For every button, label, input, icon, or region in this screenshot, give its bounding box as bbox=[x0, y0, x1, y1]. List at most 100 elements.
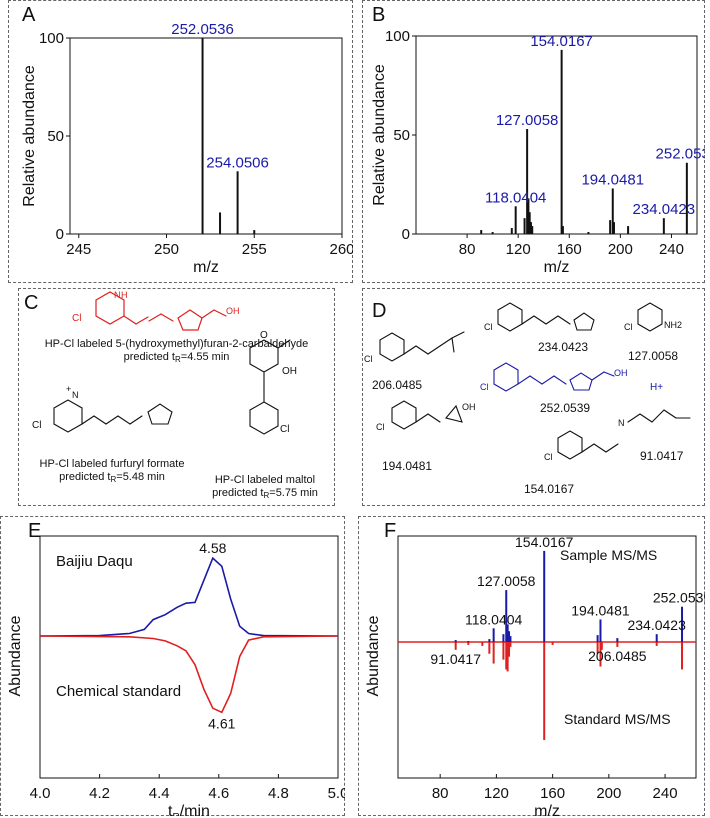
x-tick-label: 260 bbox=[329, 241, 353, 258]
x-tick-label: 245 bbox=[66, 241, 91, 258]
x-tick-label: 120 bbox=[484, 785, 509, 802]
y-tick-label: 50 bbox=[393, 127, 410, 144]
peak-label: 91.0417 bbox=[430, 651, 481, 667]
peak-label: 127.0058 bbox=[496, 112, 559, 129]
x-tick-label: 120 bbox=[506, 241, 531, 258]
panel-b-label: B bbox=[372, 4, 386, 26]
x-axis-label: tR/min bbox=[168, 803, 210, 816]
c-time-2: predicted tR=5.48 min bbox=[24, 471, 200, 486]
plot-frame bbox=[397, 535, 697, 779]
structure-furfuryl-formate bbox=[53, 399, 173, 433]
panel-e-frame bbox=[0, 516, 345, 816]
series-line-baijiu-daqu bbox=[39, 556, 339, 637]
legend-standard: Standard MS/MS bbox=[564, 711, 671, 727]
y-tick-label: 100 bbox=[39, 30, 64, 47]
x-tick-label: 80 bbox=[432, 785, 449, 802]
peak-label: 4.61 bbox=[208, 715, 235, 731]
peak-label: 252.0536 bbox=[171, 21, 234, 38]
fragment-252 bbox=[493, 362, 615, 392]
c-time-3-val: =5.75 min bbox=[269, 487, 318, 499]
y-tick-label: 0 bbox=[56, 226, 64, 243]
d-cl-1: Cl bbox=[364, 354, 373, 364]
d-cl-4: Cl bbox=[480, 382, 489, 392]
c-time-3-sub: R bbox=[263, 491, 270, 500]
c-atom-cl-1: Cl bbox=[72, 313, 81, 324]
plot-frame bbox=[39, 535, 339, 779]
y-axis-label: Relative abundance bbox=[21, 65, 38, 207]
d-hplus: H+ bbox=[650, 382, 663, 393]
x-tick-label: 240 bbox=[659, 241, 684, 258]
y-axis-label: Abundance bbox=[7, 615, 24, 696]
panel-c-label: C bbox=[24, 292, 39, 314]
d-cl-2: Cl bbox=[484, 322, 493, 332]
chart-a: 0 50 100 245 250 255 260 252.0536 254.0506 m/z Rel… bbox=[21, 21, 353, 276]
c-atom-oh-3: OH bbox=[282, 366, 297, 377]
c-time-3-prefix: predicted t bbox=[212, 487, 264, 499]
d-frag-194: 194.0481 bbox=[382, 459, 433, 473]
c-time-2-prefix: predicted t bbox=[59, 471, 111, 483]
x-tick-label: 5.0 bbox=[328, 785, 345, 802]
panel-f-frame bbox=[358, 516, 705, 816]
d-nh2: NH2 bbox=[664, 320, 682, 330]
peak-label: 254.0506 bbox=[206, 154, 269, 171]
c-atom-h-1: H bbox=[121, 290, 128, 300]
x-tick-label: 4.6 bbox=[208, 785, 229, 802]
peak-label: 252.0539 bbox=[656, 146, 705, 163]
plot-frame bbox=[69, 37, 343, 235]
chart-b: 0 50 100 80 120 160 200 240 118.0404 127.0058 154.… bbox=[371, 28, 705, 276]
c-name-3: HP-Cl labeled maltol bbox=[214, 474, 316, 486]
peak-label: 127.0058 bbox=[477, 573, 536, 589]
x-tick-label: 250 bbox=[154, 241, 179, 258]
x-tick-label: 160 bbox=[540, 785, 565, 802]
c-name-2: HP-Cl labeled furfuryl formate bbox=[39, 458, 185, 470]
d-frag-234: 234.0423 bbox=[538, 340, 589, 354]
d-frag-154: 154.0167 bbox=[524, 482, 575, 496]
y-tick-label: 0 bbox=[402, 226, 410, 243]
d-cl-6: Cl bbox=[544, 452, 553, 462]
d-frag-127: 127.0058 bbox=[628, 349, 679, 363]
panel-c-structures: Cl N H OH Cl N + O OH Cl bbox=[32, 290, 297, 435]
x-tick-label: 4.8 bbox=[268, 785, 289, 802]
structure-maltol bbox=[249, 339, 291, 435]
c-atom-n-2: N bbox=[72, 390, 79, 400]
x-tick-label: 200 bbox=[596, 785, 621, 802]
panel-d-label: D bbox=[372, 300, 387, 322]
legend-chemical-standard: Chemical standard bbox=[56, 683, 181, 700]
fragment-154 bbox=[557, 430, 619, 460]
c-time-3: predicted tR=5.75 min bbox=[200, 487, 330, 502]
c-time-1-sub: R bbox=[174, 355, 181, 364]
panel-c-frame bbox=[18, 288, 335, 506]
c-time-2-sub: R bbox=[110, 475, 117, 484]
x-tick-label: 240 bbox=[653, 785, 678, 802]
panel-d-frame bbox=[362, 288, 705, 506]
panel-b-frame bbox=[362, 0, 705, 283]
x-axis-label: m/z bbox=[534, 803, 560, 816]
d-cl-3: Cl bbox=[624, 322, 633, 332]
c-time-1: predicted tR=4.55 min bbox=[20, 351, 333, 366]
panel-a-frame bbox=[8, 0, 353, 283]
d-oh-4: OH bbox=[614, 368, 628, 378]
y-tick-label: 100 bbox=[385, 28, 410, 45]
x-tick-label: 4.4 bbox=[149, 785, 170, 802]
c-atom-cl-2: Cl bbox=[32, 420, 41, 431]
peak-label: 252.0539 bbox=[653, 590, 705, 606]
c-time-2-val: =5.48 min bbox=[116, 471, 165, 483]
fragment-234 bbox=[497, 302, 595, 332]
x-tick-label: 4.2 bbox=[89, 785, 110, 802]
peak-label: 234.0423 bbox=[633, 201, 696, 218]
legend-sample: Sample MS/MS bbox=[560, 547, 657, 563]
fragment-206 bbox=[379, 331, 465, 362]
d-frag-91: 91.0417 bbox=[640, 449, 684, 463]
c-time-1-prefix: predicted t bbox=[123, 351, 175, 363]
c-time-1-val: =4.55 min bbox=[180, 351, 230, 363]
panel-a-label: A bbox=[22, 4, 36, 26]
peak-label: 118.0404 bbox=[465, 611, 523, 627]
d-oh-5: OH bbox=[462, 402, 476, 412]
x-axis-label: m/z bbox=[193, 259, 219, 276]
fragment-91 bbox=[627, 409, 691, 423]
fragment-127 bbox=[637, 302, 663, 332]
peak-label: 154.0167 bbox=[530, 33, 593, 50]
d-cl-5: Cl bbox=[376, 422, 385, 432]
x-tick-label: 80 bbox=[459, 241, 476, 258]
c-atom-plus-2: + bbox=[66, 384, 71, 394]
